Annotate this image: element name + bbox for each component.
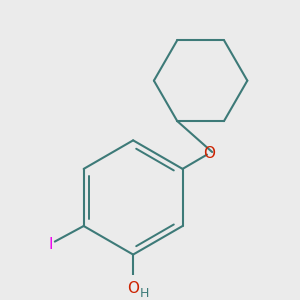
Text: I: I [49,237,53,252]
Text: H: H [140,287,149,300]
Text: O: O [204,146,216,161]
Text: O: O [127,281,139,296]
